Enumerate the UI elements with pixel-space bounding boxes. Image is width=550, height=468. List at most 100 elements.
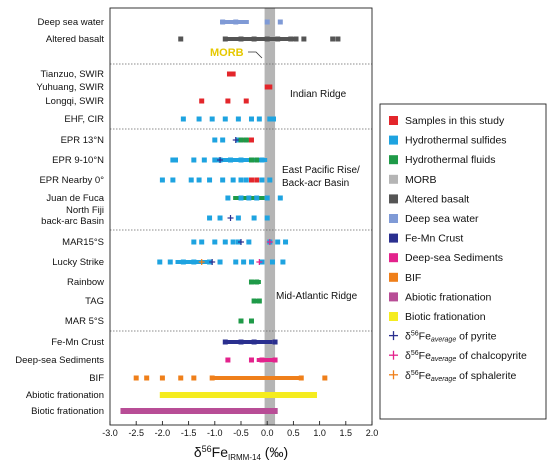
point-sulfides-juan-de-fuca (246, 195, 252, 201)
legend-label: Hydrothermal sulfides (405, 135, 507, 147)
point-sulfides-epr-nearby-0 (243, 177, 249, 183)
category-label: MAR15°S (62, 237, 104, 248)
legend-item-samples: Samples in this study (389, 115, 505, 127)
range-bar-epr-13-n (238, 138, 249, 142)
legend-swatch (389, 214, 398, 223)
point-sulfides-epr-nearby-0 (267, 177, 273, 183)
point-basalt-altered-basalt (178, 36, 184, 42)
legend-box (379, 103, 547, 420)
legend-swatch (389, 253, 398, 263)
legend-item-femn: Fe-Mn Crust (389, 233, 463, 245)
point-samples-epr-13-n (248, 137, 254, 143)
point-femn-fe-mn-crust (222, 339, 228, 345)
range-bar-abiotic-frationation (159, 392, 317, 398)
legend-item-sediments: Deep-sea Sediments (389, 252, 503, 264)
point-seawater-deep-sea-water (264, 19, 270, 25)
point-seawater-deep-sea-water (220, 19, 226, 25)
point-sulfides-juan-de-fuca (225, 195, 231, 201)
category-label: EHF, CIR (64, 114, 104, 125)
legend-label: Abiotic frationation (405, 291, 492, 303)
point-sulfides-lucky-strike (241, 259, 247, 265)
morb-band-layer (264, 8, 276, 425)
point-samples-tianzuo-swir (230, 71, 236, 77)
point-sulfides-north-fiji-back-arc-basin (235, 215, 241, 221)
point-samples-longqi-swir (243, 98, 249, 104)
category-label: Longqi, SWIR (45, 96, 104, 107)
point-sulfides-epr-13-n (212, 137, 218, 143)
point-bif-bif (144, 375, 150, 381)
point-samples-yuhuang-swir (264, 84, 270, 90)
category-label: Abiotic frationation (26, 390, 104, 401)
avg-marker-chalco-lucky-strike (256, 259, 263, 265)
category-labels: Deep sea water Altered basalt Tianzuo, SWI… (15, 17, 104, 417)
point-sulfides-epr-nearby-0 (259, 177, 265, 183)
x-tick-label: 2.0 (366, 428, 379, 438)
avg-marker-pyrite-epr-13-n (232, 137, 239, 143)
point-fluids-epr-13-n (238, 137, 244, 143)
point-sulfides-juan-de-fuca (254, 195, 260, 201)
point-sediments-deep-sea-sediments (259, 357, 265, 363)
region-labels: Indian Ridge East Pacific Rise/Back-acr B… (210, 47, 360, 302)
point-basalt-altered-basalt (288, 36, 294, 42)
point-sulfides-ehf-cir (267, 116, 273, 122)
legend-swatch (389, 135, 398, 145)
category-label: Deep-sea Sediments (15, 355, 104, 366)
point-sulfides-mar15-s (199, 239, 205, 245)
point-basalt-altered-basalt (301, 36, 307, 42)
point-sulfides-epr-9-10-n (173, 157, 178, 163)
legend-swatch (389, 312, 398, 321)
x-tick-label: -3.0 (102, 428, 118, 438)
legend-item-basalt: Altered basalt (389, 193, 469, 205)
point-sulfides-lucky-strike (191, 259, 197, 265)
point-sulfides-epr-9-10-n (259, 157, 265, 163)
point-sulfides-mar15-s (283, 239, 289, 245)
point-samples-epr-nearby-0 (248, 177, 254, 183)
legend-item-abiotic: Abiotic frationation (389, 291, 492, 303)
legend-swatch (389, 233, 398, 243)
legend-item-sulfides: Hydrothermal sulfides (389, 135, 507, 147)
x-tick-label: 1.0 (313, 428, 326, 438)
category-label: EPR Nearby 0° (39, 175, 104, 186)
axes: -3.0 -2.5 -2.0 -1.5 -1.0 -0.5 0.0 0.5 1.0 1.5 2.0 (102, 7, 379, 438)
legend-item-fluids: Hydrothermal fluids (389, 154, 495, 166)
point-fluids-rainbow (248, 279, 254, 285)
legend: Samples in this study Hydrothermal sulfid… (379, 103, 547, 420)
category-label: Rainbow (67, 277, 104, 288)
legend-item-seawater: Deep sea water (389, 213, 479, 225)
point-fluids-epr-13-n (243, 137, 249, 143)
avg-marker-pyrite-lucky-strike (209, 259, 216, 265)
point-sulfides-ehf-cir (270, 116, 276, 122)
point-bif-bif (322, 375, 328, 381)
point-basalt-altered-basalt (293, 36, 299, 42)
point-basalt-altered-basalt (335, 36, 341, 42)
point-sulfides-ehf-cir (256, 116, 262, 122)
avg-marker-pyrite-mar15-s (238, 239, 244, 245)
point-sulfides-lucky-strike (180, 259, 186, 265)
point-bif-bif (298, 375, 304, 381)
category-label: Yuhuang, SWIR (36, 82, 104, 93)
point-sulfides-mar15-s (222, 239, 228, 245)
point-sulfides-ehf-cir (209, 116, 215, 122)
data-marks (120, 19, 341, 414)
point-sulfides-north-fiji-back-arc-basin (217, 215, 223, 221)
point-femn-fe-mn-crust (272, 339, 278, 345)
point-fluids-mar-5-s (238, 318, 244, 324)
plot-frame (109, 7, 373, 426)
point-sulfides-epr-9-10-n (212, 157, 218, 163)
legend-swatch (389, 194, 398, 204)
category-label: MAR 5°S (65, 316, 104, 327)
legend-swatch (389, 292, 398, 302)
point-bif-bif (209, 375, 215, 381)
legend-swatch (389, 116, 398, 125)
morb-annotation: MORB (210, 47, 244, 59)
range-bar-altered-basalt (225, 37, 297, 41)
point-sulfides-epr-9-10-n (191, 157, 197, 163)
point-sulfides-mar15-s (212, 239, 218, 245)
point-fluids-tag (251, 298, 257, 304)
point-sulfides-juan-de-fuca (238, 195, 244, 201)
point-basalt-altered-basalt (238, 36, 244, 42)
point-fluids-tag (256, 298, 262, 304)
category-label: Juan de Fuca (46, 193, 104, 204)
category-label: EPR 13°N (61, 135, 105, 146)
point-femn-fe-mn-crust (238, 339, 244, 345)
